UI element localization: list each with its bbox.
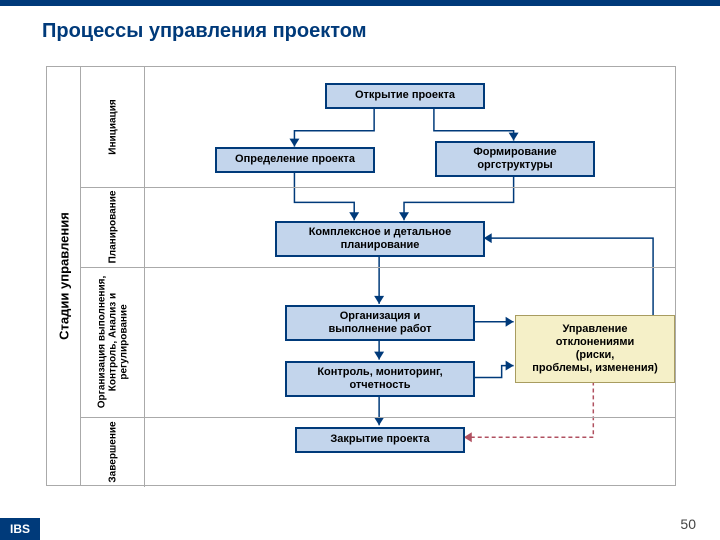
stage-label-execution: Организация выполнения,Контроль, Анализ … — [96, 276, 129, 408]
flow-area: Открытие проекта Определение проекта Форми… — [145, 67, 675, 485]
row-divider — [81, 417, 675, 418]
node-plan: Комплексное и детальноепланирование — [275, 221, 485, 257]
page-title: Процессы управления проектом — [42, 20, 367, 43]
stage-cell-execution: Организация выполнения,Контроль, Анализ … — [81, 267, 145, 417]
stage-label-closing: Завершение — [107, 421, 118, 482]
ibs-logo: IBS — [0, 518, 40, 540]
axis-main-label-text: Стадии управления — [56, 212, 71, 340]
node-open: Открытие проекта — [325, 83, 485, 109]
diagram-container: Стадии управления Инициация Планирование О… — [46, 66, 676, 486]
axis-main-label: Стадии управления — [47, 67, 81, 485]
stage-cell-initiation: Инициация — [81, 67, 145, 187]
row-divider — [81, 187, 675, 188]
node-exec: Организация ивыполнение работ — [285, 305, 475, 341]
stage-cell-closing: Завершение — [81, 417, 145, 487]
page-number: 50 — [680, 516, 696, 532]
row-divider — [81, 267, 675, 268]
header-strip — [0, 0, 720, 6]
node-close: Закрытие проекта — [295, 427, 465, 453]
stage-label-initiation: Инициация — [107, 99, 118, 154]
node-define: Определение проекта — [215, 147, 375, 173]
flow-svg — [145, 67, 675, 485]
stage-label-planning: Планирование — [107, 191, 118, 264]
node-deviation: Управлениеотклонениями(риски,проблемы, и… — [515, 315, 675, 383]
node-orgstruct: Формированиеоргструктуры — [435, 141, 595, 177]
stage-cell-planning: Планирование — [81, 187, 145, 267]
node-control: Контроль, мониторинг,отчетность — [285, 361, 475, 397]
